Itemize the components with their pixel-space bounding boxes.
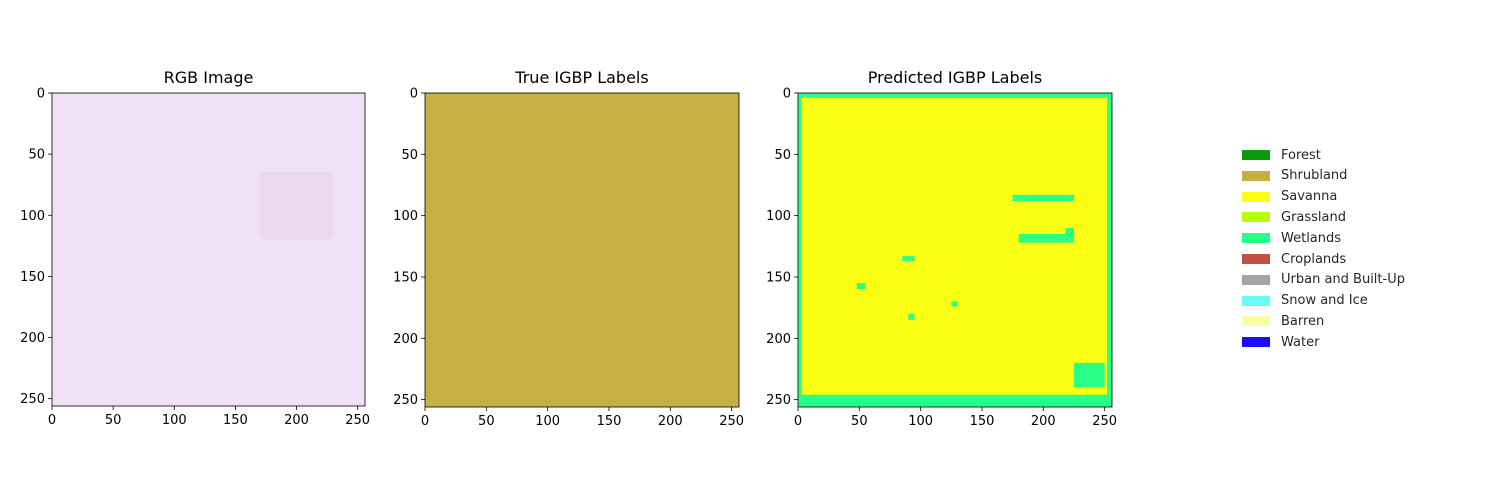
legend-item: Shrubland xyxy=(1242,168,1347,184)
legend-label: Water xyxy=(1281,334,1320,350)
axes-frame xyxy=(51,92,366,407)
y-tick-label: 0 xyxy=(783,87,791,102)
y-tick-label: 250 xyxy=(393,393,418,408)
wetlands-patch-9 xyxy=(856,283,866,290)
image-feature-0 xyxy=(259,172,334,240)
x-tick-label: 250 xyxy=(719,414,744,429)
x-tick-label: 50 xyxy=(851,414,868,429)
legend-swatch xyxy=(1242,233,1270,244)
y-tick-label: 50 xyxy=(28,148,45,163)
legend-label: Forest xyxy=(1281,147,1321,163)
y-tick-label: 200 xyxy=(766,332,791,347)
wetlands-patch-11 xyxy=(908,313,915,320)
legend-item: Grassland xyxy=(1242,209,1346,225)
y-tick-label: 200 xyxy=(20,331,45,346)
x-tick-label: 100 xyxy=(162,413,187,428)
legend-swatch xyxy=(1242,150,1270,160)
x-tick-label: 200 xyxy=(658,414,683,429)
wetlands-patch-5 xyxy=(1018,234,1074,243)
legend-swatch xyxy=(1242,170,1270,181)
legend-swatch xyxy=(1242,212,1270,223)
y-tick-label: 100 xyxy=(20,209,45,224)
legend: Forest Shrubland Savanna Grassland Wetlands C… xyxy=(1230,140,1440,356)
legend-label: Wetlands xyxy=(1281,230,1342,246)
x-tick-label: 150 xyxy=(223,413,248,428)
legend-swatch xyxy=(1242,316,1270,327)
wetlands-patch-1 xyxy=(798,394,1112,407)
legend-item: Savanna xyxy=(1242,189,1337,205)
y-tick-label: 50 xyxy=(774,148,791,163)
legend-label: Urban and Built-Up xyxy=(1281,272,1405,288)
y-tick-label: 150 xyxy=(393,270,418,285)
x-tick-label: 100 xyxy=(535,414,560,429)
x-tick-label: 150 xyxy=(970,414,995,429)
wetlands-patch-10 xyxy=(951,301,958,307)
x-tick-label: 100 xyxy=(908,414,933,429)
x-tick-label: 0 xyxy=(421,414,429,429)
x-tick-label: 200 xyxy=(1031,414,1056,429)
y-tick-label: 250 xyxy=(766,393,791,408)
x-tick-label: 0 xyxy=(794,414,802,429)
panel-title: Predicted IGBP Labels xyxy=(868,68,1043,87)
legend-label: Croplands xyxy=(1281,251,1347,267)
legend-swatch xyxy=(1242,337,1270,348)
wetlands-patch-0 xyxy=(798,93,1112,98)
panel-title: True IGBP Labels xyxy=(514,68,648,87)
wetlands-patch-4 xyxy=(1012,194,1074,201)
x-tick-label: 50 xyxy=(478,414,495,429)
y-tick-label: 100 xyxy=(766,209,791,224)
x-tick-label: 200 xyxy=(284,413,309,428)
wetlands-patch-3 xyxy=(1107,93,1112,407)
y-tick-label: 50 xyxy=(401,148,418,163)
axes-frame xyxy=(424,92,740,408)
legend-label: Grassland xyxy=(1281,209,1346,225)
legend-item: Forest xyxy=(1242,147,1321,163)
image-base xyxy=(52,93,365,406)
legend-label: Shrubland xyxy=(1281,168,1348,184)
legend-label: Snow and Ice xyxy=(1281,293,1368,309)
legend-swatch xyxy=(1242,274,1270,285)
legend-swatch xyxy=(1242,191,1270,202)
legend-swatch xyxy=(1242,254,1270,264)
wetlands-patch-8 xyxy=(902,256,915,262)
legend-item: Barren xyxy=(1242,313,1324,329)
legend-item: Water xyxy=(1242,334,1319,350)
y-tick-label: 0 xyxy=(37,87,45,102)
wetlands-patch-2 xyxy=(798,93,802,407)
legend-swatch xyxy=(1242,295,1270,306)
x-tick-label: 250 xyxy=(1092,414,1117,429)
y-tick-label: 150 xyxy=(766,270,791,285)
y-tick-label: 200 xyxy=(393,332,418,347)
y-tick-label: 0 xyxy=(410,87,418,102)
y-tick-label: 100 xyxy=(393,209,418,224)
panel-title: RGB Image xyxy=(164,68,254,87)
image-base xyxy=(798,93,1112,407)
image-base xyxy=(425,93,739,407)
axes-frame xyxy=(797,92,1113,408)
legend-item: Croplands xyxy=(1242,251,1346,267)
x-tick-label: 150 xyxy=(597,414,622,429)
y-tick-label: 150 xyxy=(20,270,45,285)
legend-item: Wetlands xyxy=(1242,230,1341,246)
y-tick-label: 250 xyxy=(20,392,45,407)
legend-label: Savanna xyxy=(1281,189,1338,205)
legend-item: Urban and Built-Up xyxy=(1242,272,1405,288)
x-tick-label: 250 xyxy=(345,413,370,428)
x-tick-label: 0 xyxy=(48,413,56,428)
wetlands-patch-7 xyxy=(1073,362,1105,388)
legend-label: Barren xyxy=(1281,313,1325,329)
legend-item: Snow and Ice xyxy=(1242,293,1368,309)
wetlands-patch-6 xyxy=(1065,227,1074,241)
x-tick-label: 50 xyxy=(105,413,122,428)
